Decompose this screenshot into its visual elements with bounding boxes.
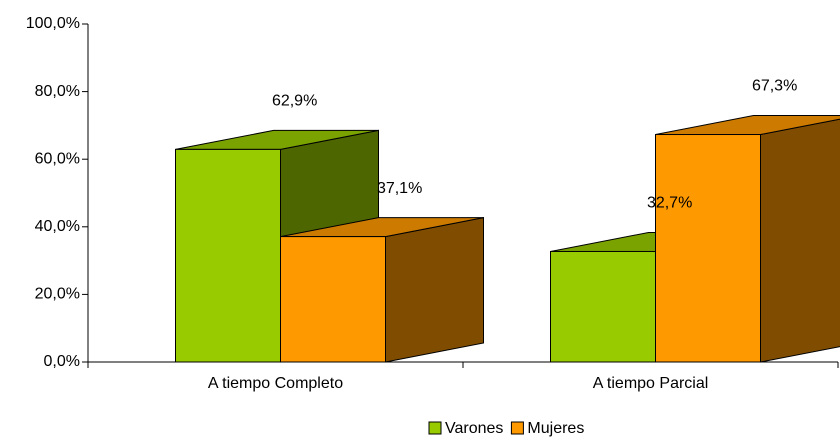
legend-label: Varones xyxy=(445,420,503,437)
bar-side xyxy=(760,118,840,363)
y-tick-label: 60,0% xyxy=(35,150,80,167)
x-tick-label: A tiempo Parcial xyxy=(593,375,709,392)
x-tick-label: A tiempo Completo xyxy=(208,375,343,392)
y-tick-label: 40,0% xyxy=(35,218,80,235)
y-tick-label: 80,0% xyxy=(35,83,80,100)
value-label: 62,9% xyxy=(272,93,317,110)
bar-side xyxy=(385,216,484,363)
bar xyxy=(655,134,761,363)
bar xyxy=(175,148,281,363)
y-tick-label: 20,0% xyxy=(35,286,80,303)
bar xyxy=(280,236,386,363)
bar xyxy=(550,250,656,363)
y-tick-label: 100,0% xyxy=(26,15,80,32)
value-label: 32,7% xyxy=(647,195,692,212)
value-label: 37,1% xyxy=(377,180,422,197)
y-tick-label: 0,0% xyxy=(44,353,80,370)
value-label: 67,3% xyxy=(752,78,797,95)
legend-swatch xyxy=(510,421,524,435)
legend-swatch xyxy=(428,421,442,435)
legend-label: Mujeres xyxy=(527,420,584,437)
